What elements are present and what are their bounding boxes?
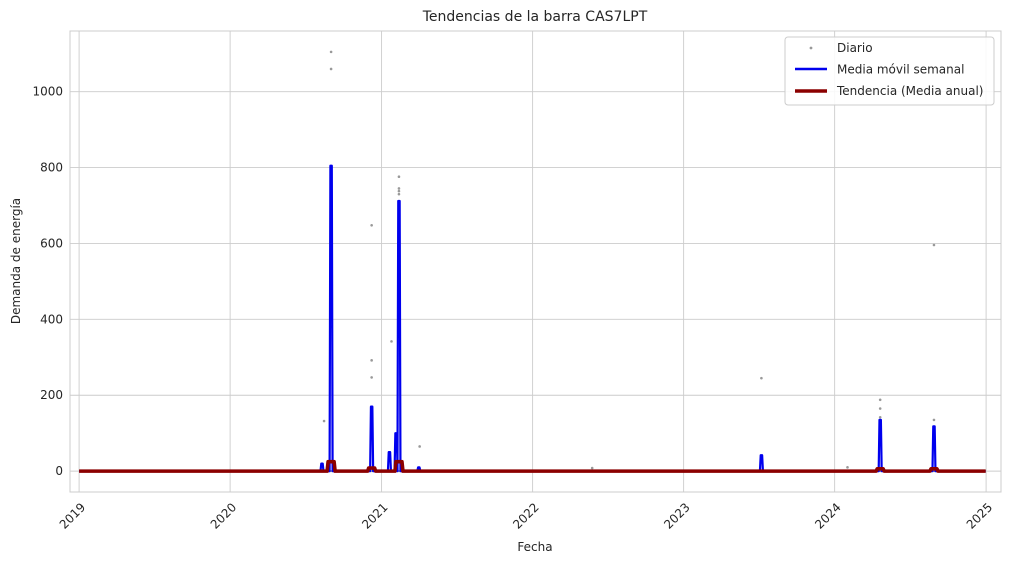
x-tick-label: 2023 (661, 500, 692, 531)
y-tick-label: 800 (40, 161, 63, 175)
annual-trend-line (79, 459, 986, 473)
x-tick-label: 2021 (359, 500, 390, 531)
grid-layer (70, 31, 1001, 492)
daily-point (878, 415, 882, 419)
chart-title: Tendencias de la barra CAS7LPT (422, 9, 648, 25)
legend-label: Tendencia (Media anual) (836, 84, 983, 98)
daily-point (390, 340, 393, 343)
y-tick-label: 200 (40, 388, 63, 402)
daily-point (590, 466, 594, 470)
plot-area (69, 30, 1002, 493)
daily-point (370, 223, 373, 227)
legend-label: Diario (837, 41, 873, 55)
legend-label: Media móvil semanal (837, 63, 964, 77)
daily-point (370, 359, 373, 362)
x-axis-label: Fecha (517, 540, 552, 554)
legend-marker-daily (809, 46, 813, 50)
daily-point (760, 376, 763, 380)
daily-point (846, 466, 849, 469)
daily-point (932, 243, 936, 247)
daily-point (878, 407, 882, 410)
daily-point (322, 419, 326, 423)
x-tick-label: 2024 (812, 500, 843, 531)
daily-point (397, 187, 401, 190)
x-tick-label: 2020 (208, 500, 239, 531)
weekly-line (79, 164, 986, 473)
daily-point (878, 398, 882, 402)
y-tick-label: 1000 (32, 85, 63, 99)
daily-point (329, 67, 333, 71)
daily-point (329, 50, 333, 54)
legend-box (784, 36, 995, 106)
legend: Diario Media móvil semanal Tendencia (Medi… (784, 36, 995, 106)
daily-point (370, 376, 373, 379)
y-tick-label: 0 (55, 464, 63, 478)
y-axis-label: Demanda de energía (9, 198, 23, 324)
daily-point (397, 192, 401, 196)
y-tick-labels: 0 200 400 600 800 1000 (32, 85, 63, 478)
y-tick-label: 600 (40, 236, 63, 250)
x-tick-label: 2019 (57, 500, 88, 531)
annual-series-layer (79, 459, 986, 473)
daily-point (397, 175, 401, 178)
weekly-series-layer (79, 164, 986, 473)
daily-point (418, 445, 421, 448)
daily-point (397, 189, 401, 193)
daily-point (932, 418, 936, 422)
x-tick-label: 2025 (964, 500, 995, 531)
x-tick-labels: 2019 2020 2021 2022 2023 2024 2025 (57, 500, 996, 531)
x-tick-label: 2022 (510, 500, 541, 531)
y-tick-label: 400 (40, 312, 63, 326)
